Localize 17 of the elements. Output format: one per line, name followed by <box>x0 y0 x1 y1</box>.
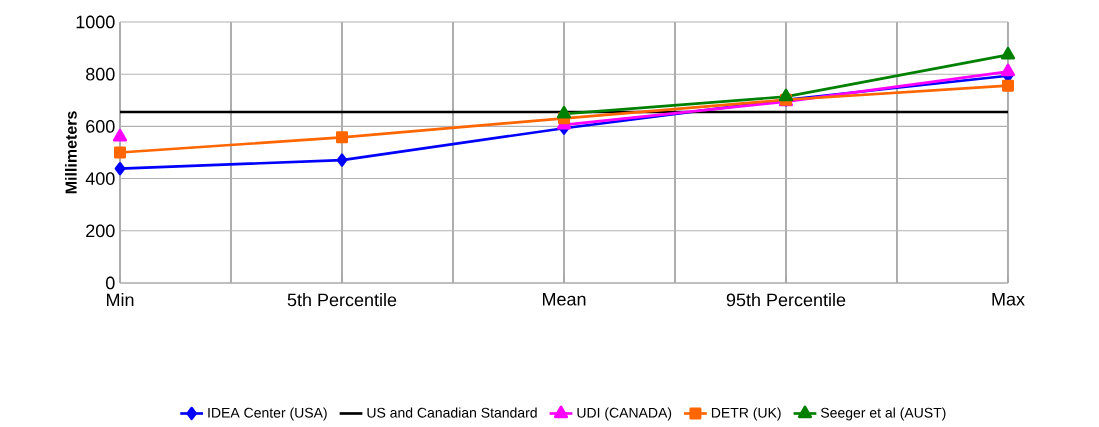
y-tick-label: 800 <box>86 67 115 81</box>
y-tick-label: 600 <box>86 120 115 133</box>
x-tick-label: 95th Percentile <box>726 293 846 307</box>
y-tick-label: 0 <box>106 276 115 290</box>
x-tick-label: Mean <box>542 293 586 306</box>
legend-label: US and Canadian Standard <box>367 407 537 418</box>
legend-label: Seeger et al (AUST) <box>820 407 946 421</box>
y-tick-label: 1000 <box>76 15 115 29</box>
y-axis-title: Millimeters <box>65 111 77 194</box>
legend-label: DETR (UK) <box>711 407 781 421</box>
y-tick-label: 200 <box>86 224 115 238</box>
x-tick-label: 5th Percentile <box>287 293 397 307</box>
y-tick-label: 400 <box>85 172 115 185</box>
x-tick-label: Max <box>992 293 1025 306</box>
legend-label: IDEA Center (USA) <box>208 407 327 421</box>
legend-label: UDI (CANADA) <box>577 407 672 421</box>
x-tick-label: Min <box>106 293 134 307</box>
